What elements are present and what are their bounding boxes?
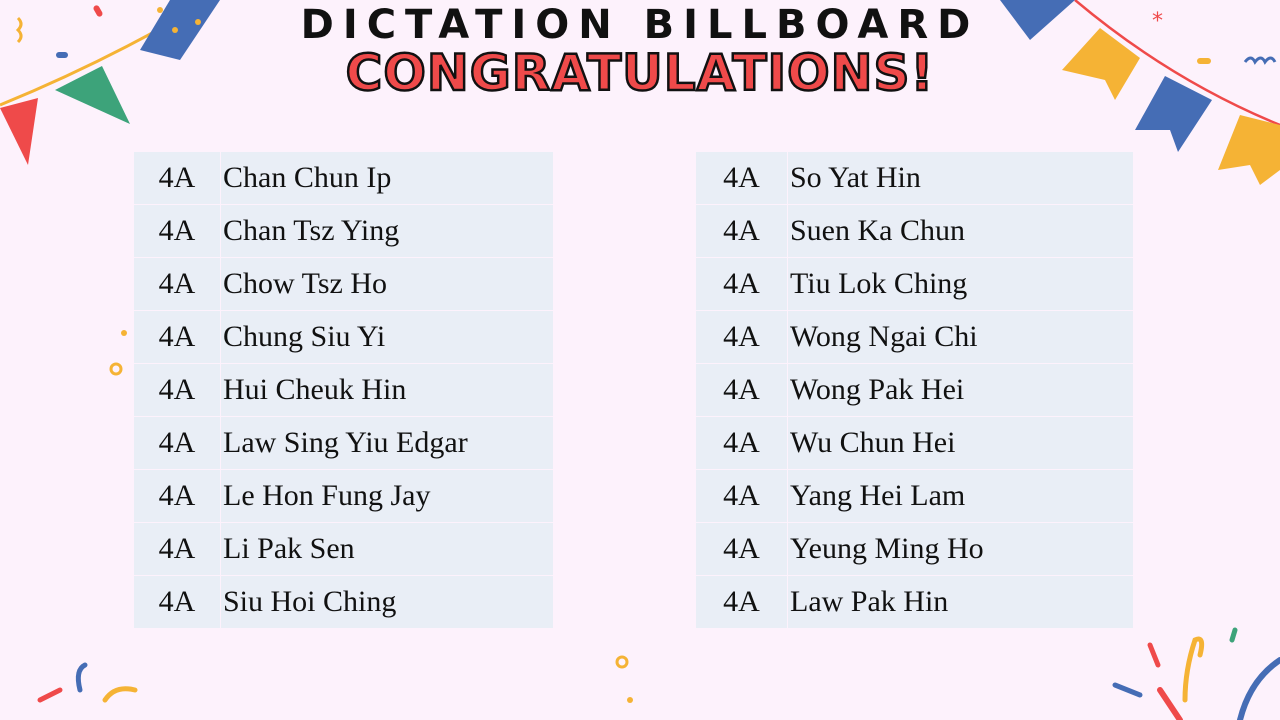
student-table-left: 4A Chan Chun Ip 4A Chan Tsz Ying 4A Chow Tsz … <box>133 151 554 629</box>
table-row: 4A Yang Hei Lam <box>695 469 1134 523</box>
student-name: Li Pak Sen <box>220 522 554 576</box>
student-name: Tiu Lok Ching <box>787 257 1134 311</box>
student-name: Wong Ngai Chi <box>787 310 1134 364</box>
table-row: 4A Le Hon Fung Jay <box>133 469 554 523</box>
student-class: 4A <box>695 469 788 523</box>
student-class: 4A <box>695 575 788 629</box>
student-class: 4A <box>133 575 221 629</box>
table-row: 4A Hui Cheuk Hin <box>133 363 554 417</box>
student-name: Chan Tsz Ying <box>220 204 554 258</box>
student-name: Suen Ka Chun <box>787 204 1134 258</box>
student-name: Law Sing Yiu Edgar <box>220 416 554 470</box>
table-row: 4A Wu Chun Hei <box>695 416 1134 470</box>
table-row: 4A Law Sing Yiu Edgar <box>133 416 554 470</box>
student-class: 4A <box>133 469 221 523</box>
table-row: 4A Wong Pak Hei <box>695 363 1134 417</box>
table-row: 4A So Yat Hin <box>695 151 1134 205</box>
student-class: 4A <box>133 363 221 417</box>
student-class: 4A <box>133 204 221 258</box>
student-class: 4A <box>695 522 788 576</box>
student-class: 4A <box>695 151 788 205</box>
svg-text:*: * <box>1152 9 1163 34</box>
student-name: Wu Chun Hei <box>787 416 1134 470</box>
student-class: 4A <box>695 363 788 417</box>
student-class: 4A <box>695 310 788 364</box>
table-row: 4A Suen Ka Chun <box>695 204 1134 258</box>
table-row: 4A Chan Tsz Ying <box>133 204 554 258</box>
student-name: Siu Hoi Ching <box>220 575 554 629</box>
table-row: 4A Chow Tsz Ho <box>133 257 554 311</box>
student-name: Le Hon Fung Jay <box>220 469 554 523</box>
table-row: 4A Yeung Ming Ho <box>695 522 1134 576</box>
student-name: Law Pak Hin <box>787 575 1134 629</box>
table-row: 4A Li Pak Sen <box>133 522 554 576</box>
student-class: 4A <box>695 416 788 470</box>
student-name: Yeung Ming Ho <box>787 522 1134 576</box>
congratulations-heading: CONGRATULATIONS! <box>344 43 935 104</box>
table-row: 4A Siu Hoi Ching <box>133 575 554 629</box>
student-class: 4A <box>133 310 221 364</box>
student-class: 4A <box>133 257 221 311</box>
table-row: 4A Chan Chun Ip <box>133 151 554 205</box>
billboard-title: DICTATION BILLBOARD <box>300 2 980 48</box>
student-class: 4A <box>695 257 788 311</box>
table-row: 4A Chung Siu Yi <box>133 310 554 364</box>
student-class: 4A <box>133 416 221 470</box>
student-name: Chow Tsz Ho <box>220 257 554 311</box>
student-class: 4A <box>133 522 221 576</box>
student-class: 4A <box>133 151 221 205</box>
student-class: 4A <box>695 204 788 258</box>
student-name: Wong Pak Hei <box>787 363 1134 417</box>
student-name: Chan Chun Ip <box>220 151 554 205</box>
student-name: Yang Hei Lam <box>787 469 1134 523</box>
student-name: Chung Siu Yi <box>220 310 554 364</box>
student-name: So Yat Hin <box>787 151 1134 205</box>
table-row: 4A Wong Ngai Chi <box>695 310 1134 364</box>
student-table-right: 4A So Yat Hin 4A Suen Ka Chun 4A Tiu Lok Chin… <box>695 151 1134 629</box>
table-row: 4A Law Pak Hin <box>695 575 1134 629</box>
student-name: Hui Cheuk Hin <box>220 363 554 417</box>
table-row: 4A Tiu Lok Ching <box>695 257 1134 311</box>
